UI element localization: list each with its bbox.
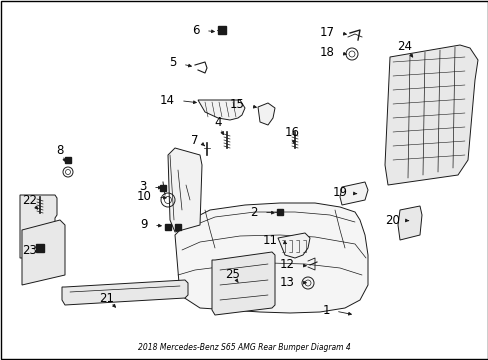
Text: 21: 21 — [99, 292, 114, 305]
Text: 19: 19 — [332, 186, 347, 199]
Text: 25: 25 — [225, 269, 240, 282]
Text: 23: 23 — [22, 243, 38, 256]
Text: 10: 10 — [137, 190, 152, 203]
Text: 12: 12 — [280, 258, 294, 271]
Text: 16: 16 — [284, 126, 299, 139]
Polygon shape — [212, 252, 274, 315]
Text: 1: 1 — [322, 303, 329, 316]
Text: 17: 17 — [319, 26, 334, 39]
Text: 2018 Mercedes-Benz S65 AMG Rear Bumper Diagram 4: 2018 Mercedes-Benz S65 AMG Rear Bumper D… — [138, 343, 350, 352]
Text: 3: 3 — [140, 180, 147, 194]
Polygon shape — [175, 203, 367, 313]
Polygon shape — [198, 100, 244, 120]
Text: 8: 8 — [56, 144, 63, 157]
Text: 13: 13 — [280, 275, 294, 288]
Text: 5: 5 — [169, 57, 177, 69]
Text: 2: 2 — [250, 206, 258, 219]
Polygon shape — [397, 206, 421, 240]
Text: 22: 22 — [22, 194, 38, 207]
Text: 7: 7 — [190, 134, 198, 147]
Polygon shape — [22, 220, 65, 285]
Polygon shape — [278, 233, 309, 258]
Polygon shape — [168, 148, 202, 232]
Text: 14: 14 — [160, 94, 175, 107]
Text: 20: 20 — [385, 213, 399, 226]
Polygon shape — [20, 195, 57, 258]
Text: 11: 11 — [263, 234, 278, 247]
Polygon shape — [62, 280, 187, 305]
Text: 9: 9 — [140, 219, 148, 231]
Text: 15: 15 — [230, 99, 244, 112]
Polygon shape — [339, 182, 367, 205]
Text: 24: 24 — [397, 40, 412, 54]
Text: 4: 4 — [214, 117, 221, 130]
Polygon shape — [384, 45, 477, 185]
Polygon shape — [258, 103, 274, 125]
Text: 18: 18 — [320, 45, 334, 58]
Text: 6: 6 — [192, 23, 200, 36]
